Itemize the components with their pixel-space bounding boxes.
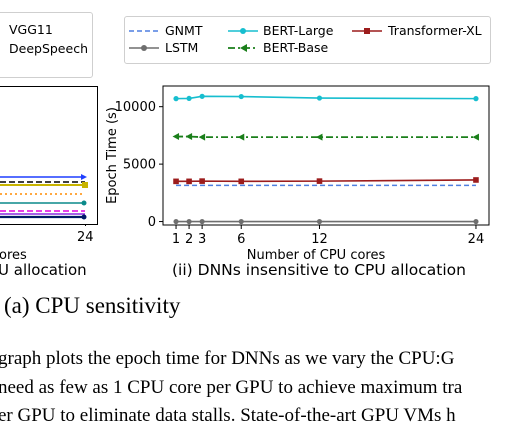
data-point-lstm-6: [238, 218, 244, 225]
data-point-bert-base-2: [185, 133, 193, 141]
legend-label-transformer-xl: Transformer-XL: [388, 23, 482, 38]
data-point-transformer-xl-6: [238, 178, 245, 185]
y-tick-label-5000: 5000: [123, 158, 156, 173]
data-point-bert-base-24: [472, 133, 479, 141]
left-legend: [0, 12, 93, 78]
right-legend-handles: [129, 28, 382, 52]
data-point-lstm-2: [186, 218, 192, 225]
left-legend-entry-deepspeech: DeepSpeech: [9, 41, 88, 56]
data-point-transformer-xl-1: [173, 178, 179, 185]
body-text-line-3: er GPU to eliminate data stalls. State-o…: [0, 405, 456, 426]
body-text-line-2: need as few as 1 CPU core per GPU to ach…: [0, 377, 463, 398]
legend-label-bert-base: BERT-Base: [263, 40, 329, 55]
y-axis-label: Epoch Time (s): [105, 107, 120, 204]
legend-label-bert-large: BERT-Large: [263, 23, 334, 38]
data-point-bert-large-6: [238, 93, 244, 100]
right-subcaption: (ii) DNNs insensitive to CPU allocation: [172, 261, 466, 279]
data-point-lstm-12: [316, 218, 323, 225]
x-tick-label-12: 12: [311, 232, 328, 247]
plot-frame: [162, 85, 490, 226]
x-tick-label-6: 6: [237, 232, 245, 247]
data-point-lstm-3: [199, 218, 205, 225]
x-tick-label-24: 24: [468, 232, 485, 247]
series-line-bert-base: [176, 135, 476, 139]
body-text-line-1: graph plots the epoch time for DNNs as w…: [0, 348, 455, 369]
y-tick-label-10000: 10000: [115, 100, 156, 115]
data-point-bert-large-1: [173, 96, 179, 102]
legend-label-lstm: LSTM: [165, 40, 199, 55]
data-point-bert-large-12: [316, 95, 323, 101]
left-xtick-24: 24: [77, 230, 94, 245]
data-point-lstm-1: [173, 218, 179, 225]
data-point-bert-base-12: [315, 133, 323, 141]
data-point-bert-large-3: [199, 93, 205, 99]
x-tick-label-2: 2: [185, 232, 193, 247]
data-point-bert-base-6: [237, 133, 245, 141]
data-point-lstm-24: [473, 218, 479, 225]
data-point-bert-base-3: [198, 133, 206, 141]
series-line-transformer-xl: [176, 179, 476, 183]
data-point-transformer-xl-12: [316, 178, 323, 184]
x-axis-label: Number of CPU cores: [247, 248, 386, 263]
y-tick-label-0: 0: [148, 215, 156, 230]
right-legend: [124, 16, 491, 64]
data-point-bert-large-24: [473, 96, 479, 102]
subfigure-caption: (a) CPU sensitivity: [4, 293, 181, 318]
left-xlabel-fragment: ores: [0, 248, 27, 263]
data-point-bert-base-1: [172, 133, 180, 141]
legend-label-gnmt: GNMT: [165, 23, 203, 38]
data-point-transformer-xl-24: [473, 177, 479, 183]
data-point-transformer-xl-3: [199, 178, 205, 184]
data-point-transformer-xl-2: [186, 178, 192, 185]
data-point-bert-large-2: [186, 95, 192, 102]
x-tick-label-1: 1: [172, 232, 180, 247]
x-tick-label-3: 3: [198, 232, 206, 247]
left-panel-chart: [0, 86, 98, 226]
left-legend-entry-vgg11: VGG11: [9, 22, 53, 37]
series-line-bert-large: [176, 95, 476, 100]
left-subcaption-fragment: U allocation: [0, 261, 87, 279]
